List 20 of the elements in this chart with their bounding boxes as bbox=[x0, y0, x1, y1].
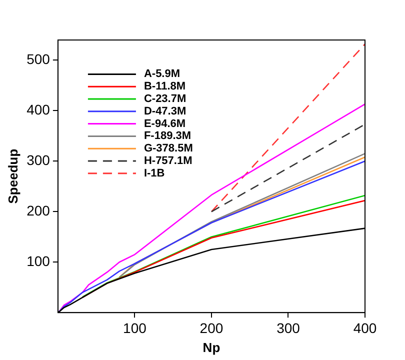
y-tick-label: 200 bbox=[26, 202, 50, 218]
legend-label: E-94.6M bbox=[144, 118, 186, 130]
legend-label: A-5.9M bbox=[144, 68, 180, 80]
legend-label: I-1B bbox=[144, 167, 165, 180]
x-axis-title: Np bbox=[202, 340, 220, 355]
y-tick-label: 300 bbox=[26, 152, 50, 168]
legend-label: C-23.7M bbox=[144, 93, 186, 106]
y-tick-label: 400 bbox=[26, 102, 50, 118]
y-axis-title: Speedup bbox=[5, 148, 20, 204]
y-tick-label: 100 bbox=[26, 252, 50, 269]
x-tick-label: 200 bbox=[200, 320, 224, 336]
x-tick-label: 300 bbox=[276, 320, 300, 336]
legend-label: H-757.1M bbox=[144, 155, 192, 168]
legend-label: F-189.3M bbox=[144, 130, 192, 142]
legend-label: G-378.5M bbox=[144, 142, 193, 155]
x-tick-label: 100 bbox=[123, 320, 147, 336]
legend-label: B-11.8M bbox=[144, 80, 186, 93]
y-tick-label: 500 bbox=[26, 51, 50, 68]
legend-label: D-47.3M bbox=[144, 105, 186, 118]
x-tick-label: 400 bbox=[353, 320, 377, 336]
